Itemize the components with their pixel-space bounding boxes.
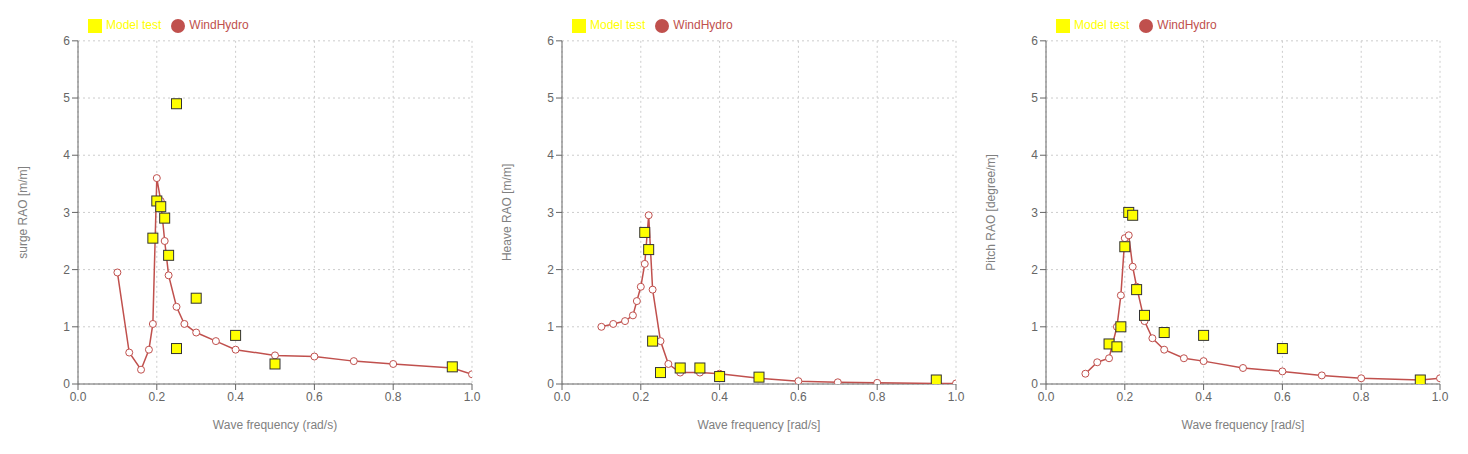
- svg-text:0.6: 0.6: [790, 390, 807, 404]
- svg-text:0.2: 0.2: [1116, 390, 1133, 404]
- svg-text:Pitch RAO [degree/m]: Pitch RAO [degree/m]: [984, 154, 998, 271]
- svg-text:2: 2: [547, 263, 554, 277]
- svg-text:Wave frequency [rad/s]: Wave frequency [rad/s]: [698, 418, 821, 432]
- svg-text:1.0: 1.0: [464, 390, 481, 404]
- svg-text:0.8: 0.8: [385, 390, 402, 404]
- svg-text:0.8: 0.8: [1353, 390, 1370, 404]
- svg-text:6: 6: [547, 34, 554, 48]
- svg-text:0.6: 0.6: [306, 390, 323, 404]
- svg-text:2: 2: [63, 263, 70, 277]
- html-text:WindHydro: WindHydro: [673, 18, 733, 32]
- svg-text:5: 5: [1031, 91, 1038, 105]
- svg-text:4: 4: [1031, 148, 1038, 162]
- svg-text:0.2: 0.2: [148, 390, 165, 404]
- svg-text:Wave frequency [rad/s]: Wave frequency [rad/s]: [1182, 418, 1305, 432]
- svg-text:0: 0: [547, 377, 554, 391]
- svg-text:0.0: 0.0: [1038, 390, 1055, 404]
- svg-text:2: 2: [1031, 263, 1038, 277]
- svg-text:0.4: 0.4: [227, 390, 244, 404]
- svg-text:0.6: 0.6: [1274, 390, 1291, 404]
- svg-text:4: 4: [63, 148, 70, 162]
- svg-text:0.0: 0.0: [70, 390, 87, 404]
- html-text:Model test: Model test: [106, 18, 162, 32]
- svg-text:Heave RAO [m/m]: Heave RAO [m/m]: [500, 164, 514, 261]
- svg-text:1: 1: [1031, 320, 1038, 334]
- svg-text:6: 6: [63, 34, 70, 48]
- svg-text:0.0: 0.0: [554, 390, 571, 404]
- svg-text:1.0: 1.0: [948, 390, 965, 404]
- svg-text:6: 6: [1031, 34, 1038, 48]
- svg-text:1: 1: [63, 320, 70, 334]
- html-text:Model test: Model test: [1074, 18, 1130, 32]
- svg-text:3: 3: [63, 206, 70, 220]
- svg-text:Wave frequency (rad/s): Wave frequency (rad/s): [213, 418, 337, 432]
- svg-text:5: 5: [63, 91, 70, 105]
- svg-text:3: 3: [1031, 206, 1038, 220]
- svg-text:0.8: 0.8: [869, 390, 886, 404]
- svg-text:1: 1: [547, 320, 554, 334]
- svg-text:0.2: 0.2: [632, 390, 649, 404]
- svg-text:5: 5: [547, 91, 554, 105]
- html-text:WindHydro: WindHydro: [189, 18, 249, 32]
- svg-text:surge RAO [m/m]: surge RAO [m/m]: [16, 166, 30, 259]
- svg-text:4: 4: [547, 148, 554, 162]
- svg-text:0: 0: [63, 377, 70, 391]
- html-text:Model test: Model test: [590, 18, 646, 32]
- svg-text:0.4: 0.4: [711, 390, 728, 404]
- svg-text:0: 0: [1031, 377, 1038, 391]
- svg-text:3: 3: [547, 206, 554, 220]
- svg-text:0.4: 0.4: [1195, 390, 1212, 404]
- html-text:WindHydro: WindHydro: [1157, 18, 1217, 32]
- svg-text:1.0: 1.0: [1432, 390, 1449, 404]
